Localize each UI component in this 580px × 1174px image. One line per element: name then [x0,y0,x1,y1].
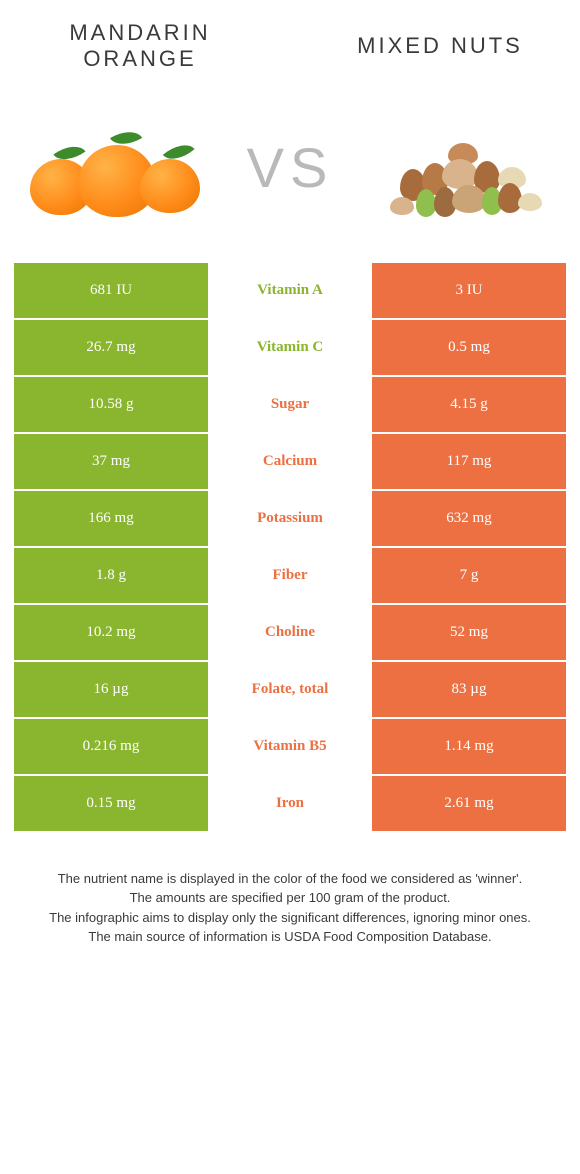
nutrient-value-left: 37 mg [14,434,208,489]
footnote-line: The main source of information is USDA F… [30,927,550,947]
food-title-left: MANDARIN ORANGE [40,20,240,73]
nutrient-row: 681 IUVitamin A3 IU [14,263,566,318]
nutrient-row: 37 mgCalcium117 mg [14,434,566,489]
nutrient-row: 0.15 mgIron2.61 mg [14,776,566,831]
nutrient-label: Vitamin C [208,320,372,375]
nutrient-row: 26.7 mgVitamin C0.5 mg [14,320,566,375]
vs-label: VS [247,135,334,200]
nutrient-value-right: 117 mg [372,434,566,489]
footnote-line: The infographic aims to display only the… [30,908,550,928]
mandarin-icon [30,113,200,223]
header-row: MANDARIN ORANGE MIXED NUTS [0,0,580,83]
nutrient-value-right: 4.15 g [372,377,566,432]
nutrient-row: 10.58 gSugar4.15 g [14,377,566,432]
mixed-nuts-icon [380,113,550,223]
footnotes: The nutrient name is displayed in the co… [0,833,580,947]
nutrient-value-left: 166 mg [14,491,208,546]
nutrient-table: 681 IUVitamin A3 IU26.7 mgVitamin C0.5 m… [0,263,580,833]
nutrient-value-left: 26.7 mg [14,320,208,375]
nutrient-value-left: 10.58 g [14,377,208,432]
nutrient-value-left: 10.2 mg [14,605,208,660]
nutrient-value-right: 83 µg [372,662,566,717]
nutrient-value-right: 632 mg [372,491,566,546]
footnote-line: The amounts are specified per 100 gram o… [30,888,550,908]
nutrient-label: Vitamin B5 [208,719,372,774]
nutrient-value-right: 0.5 mg [372,320,566,375]
image-row: VS [0,83,580,263]
nutrient-value-right: 2.61 mg [372,776,566,831]
food-title-right: MIXED NUTS [340,33,540,59]
nutrient-value-right: 3 IU [372,263,566,318]
nutrient-value-right: 52 mg [372,605,566,660]
nutrient-row: 1.8 gFiber7 g [14,548,566,603]
nutrient-label: Fiber [208,548,372,603]
nutrient-value-left: 16 µg [14,662,208,717]
nutrient-label: Potassium [208,491,372,546]
footnote-line: The nutrient name is displayed in the co… [30,869,550,889]
nutrient-row: 16 µgFolate, total83 µg [14,662,566,717]
nutrient-row: 166 mgPotassium632 mg [14,491,566,546]
food-image-right [380,108,550,228]
nutrient-value-left: 681 IU [14,263,208,318]
nutrient-value-left: 0.216 mg [14,719,208,774]
nutrient-label: Sugar [208,377,372,432]
nutrient-label: Folate, total [208,662,372,717]
food-image-left [30,108,200,228]
nutrient-value-left: 0.15 mg [14,776,208,831]
nutrient-value-right: 1.14 mg [372,719,566,774]
nutrient-label: Iron [208,776,372,831]
nutrient-row: 10.2 mgCholine52 mg [14,605,566,660]
nutrient-label: Vitamin A [208,263,372,318]
nutrient-label: Calcium [208,434,372,489]
nutrient-label: Choline [208,605,372,660]
nutrient-row: 0.216 mgVitamin B51.14 mg [14,719,566,774]
nutrient-value-right: 7 g [372,548,566,603]
nutrient-value-left: 1.8 g [14,548,208,603]
